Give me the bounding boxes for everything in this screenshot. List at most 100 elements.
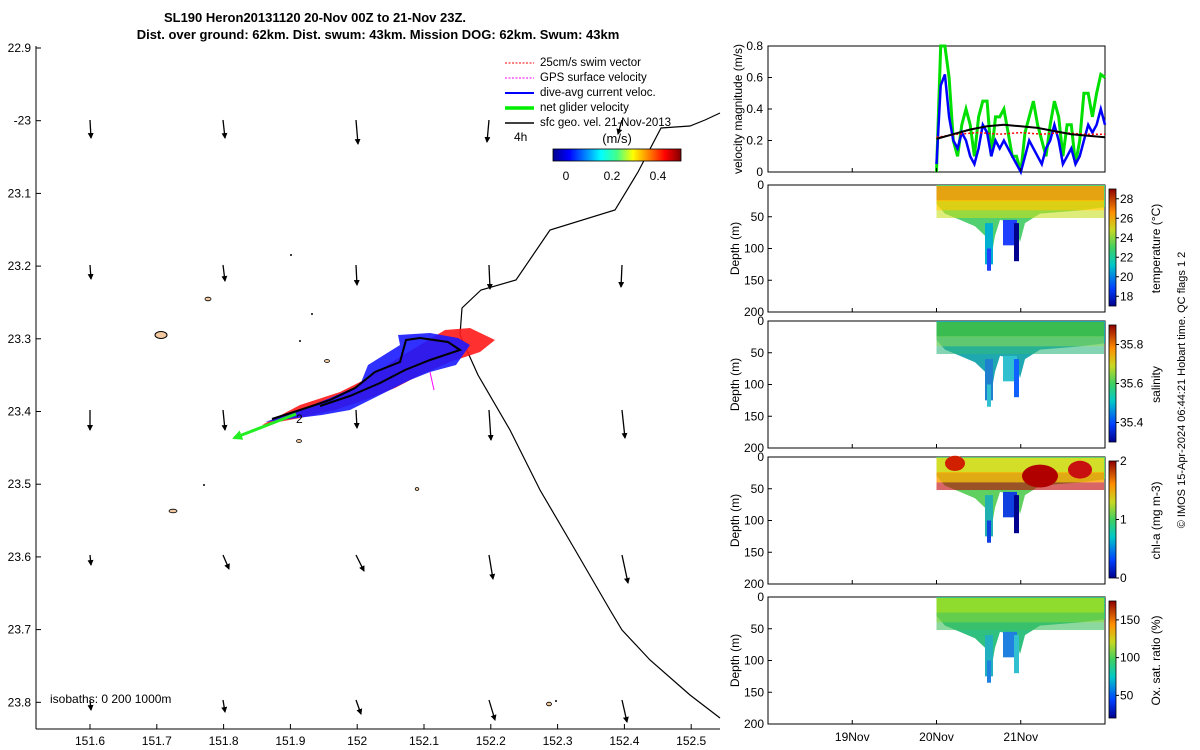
surface-geostrophic-arrows [87, 119, 630, 723]
section-profile-spike [987, 248, 991, 271]
section-profile-spike [1014, 223, 1019, 262]
map-x-tick-label: 151.7 [142, 734, 172, 748]
section-mid-band [936, 472, 1104, 483]
colorbar-gradient [552, 148, 682, 162]
geo-velocity-arrow [484, 119, 491, 143]
section-y-tick-label: 150 [744, 545, 764, 559]
colorbar-tick-label: 35.4 [1120, 416, 1144, 430]
section-y-tick-label: 0 [757, 314, 764, 328]
section-y-tick-label: 0 [757, 178, 764, 192]
section-y-tick-label: 200 [744, 305, 764, 319]
colorbar-tick: 0.2 [604, 169, 621, 183]
time-tick-label: 21Nov [1003, 730, 1038, 744]
map-y-tick-label: 23.1 [8, 186, 32, 200]
legend-label-geo: sfc geo. vel. 21-Nov-2013 [540, 117, 671, 129]
section-ylabel: Depth (m) [728, 634, 742, 687]
section-y-tick-label: 100 [744, 378, 764, 392]
section-surface-band [936, 458, 1104, 474]
coastline-isobath [459, 112, 721, 719]
colorbar-tick-label: 150 [1120, 613, 1140, 627]
geo-velocity-arrow [616, 119, 623, 135]
map-y-tick-label: 23.6 [8, 550, 32, 564]
section-profile-spike [1003, 631, 1017, 658]
colorbar-tick-label: 28 [1120, 192, 1134, 206]
section-y-tick-label: 150 [744, 685, 764, 699]
section-y-tick-label: 200 [744, 577, 764, 591]
geo-velocity-arrow [87, 699, 94, 711]
section-y-tick-label: 0 [757, 590, 764, 604]
colorbar-tick-label: 18 [1120, 289, 1134, 303]
section-profile-spike [1014, 359, 1019, 398]
section-profile-spike [985, 359, 993, 401]
velocity-y-tick-label: 0 [756, 165, 763, 179]
section-surface-band [936, 186, 1104, 202]
colorbar-title: (m/s) [602, 131, 632, 146]
section-y-tick-label: 100 [744, 514, 764, 528]
colorbar-tick-label: 2 [1120, 454, 1127, 468]
geo-velocity-arrow [621, 409, 628, 439]
map-x-tick-label: 152.4 [609, 734, 639, 748]
map-y-tick-label: 23.3 [8, 332, 32, 346]
section-profile-spike [1003, 491, 1017, 518]
map-x-tick-label: 152.3 [543, 734, 573, 748]
section-surface-band [936, 598, 1104, 614]
section-profile-spike [985, 635, 993, 677]
legend-label-current: dive-avg current veloc. [540, 87, 656, 99]
section-profile-spike [1014, 495, 1019, 534]
section-y-tick-label: 50 [751, 346, 765, 360]
section-profile-spike [985, 495, 993, 537]
colorbar-tick-label: 50 [1120, 688, 1134, 702]
geo-velocity-arrow [488, 699, 497, 721]
geo-velocity-arrow [221, 699, 228, 713]
geo-velocity-arrow [353, 264, 360, 286]
reef-island [414, 487, 420, 491]
section-profile-spike [985, 223, 993, 265]
legend-label-swim: 25cm/s swim vector [540, 57, 641, 69]
time-axis-ticks: 19Nov 20Nov 21Nov [835, 168, 1038, 744]
section-y-tick-label: 150 [744, 273, 764, 287]
geo-velocity-arrow [486, 264, 493, 290]
geo-velocity-arrow [355, 554, 365, 572]
reef-island [324, 359, 330, 363]
section-lower-band [936, 622, 1104, 631]
geo-velocity-arrow [221, 409, 228, 431]
map-x-tick-label: 152.2 [476, 734, 506, 748]
map-x-tick-label: 151.6 [75, 734, 105, 748]
section-mid-band [936, 200, 1104, 211]
section-surface-band [936, 322, 1104, 338]
map-y-tick-label: 23.4 [8, 405, 32, 419]
section-profile-spike [987, 384, 991, 407]
section-mid-band [936, 336, 1104, 347]
geo-velocity-arrow [355, 699, 363, 715]
velocity-y-tick-label: 0.8 [746, 39, 763, 53]
colorbar-tick-label: 24 [1120, 231, 1134, 245]
section-profile-spike [1003, 219, 1017, 246]
colorbar-tick-label: 1 [1120, 513, 1127, 527]
section-profile-spike [1014, 635, 1019, 674]
legend-label-gps: GPS surface velocity [540, 72, 647, 84]
map-axis-ticks: 151.6 151.7 151.8 151.9 152 152.1 152.2 152.3 15… [8, 41, 707, 748]
colorbar-tick-label: 22 [1120, 250, 1134, 264]
reef-dot [311, 313, 313, 315]
reef-dot [299, 340, 301, 342]
geo-velocity-arrow [87, 554, 94, 566]
geo-velocity-arrow [621, 554, 630, 584]
geo-velocity-arrow [487, 409, 494, 441]
reef-dot [555, 700, 557, 702]
section-y-tick-label: 100 [744, 242, 764, 256]
velocity-panel: 0 0.2 0.4 0.6 0.8 velocity magnitude (m/s) [731, 39, 1107, 179]
section-y-tick-label: 50 [751, 210, 765, 224]
map-y-tick-label: 23.2 [8, 259, 32, 273]
colorbar-label: temperature (°C) [1149, 204, 1163, 294]
chl-max-patch [1068, 460, 1092, 479]
section-ylabel: Depth (m) [728, 494, 742, 547]
reef-island [546, 701, 552, 707]
geo-velocity-arrow [618, 264, 625, 288]
section-colorbar [1108, 460, 1117, 579]
section-profile-spike [987, 520, 991, 543]
section-y-tick-label: 200 [744, 717, 764, 731]
colorbar-tick-label: 26 [1120, 211, 1134, 225]
map-y-tick-label: 23.8 [8, 695, 32, 709]
